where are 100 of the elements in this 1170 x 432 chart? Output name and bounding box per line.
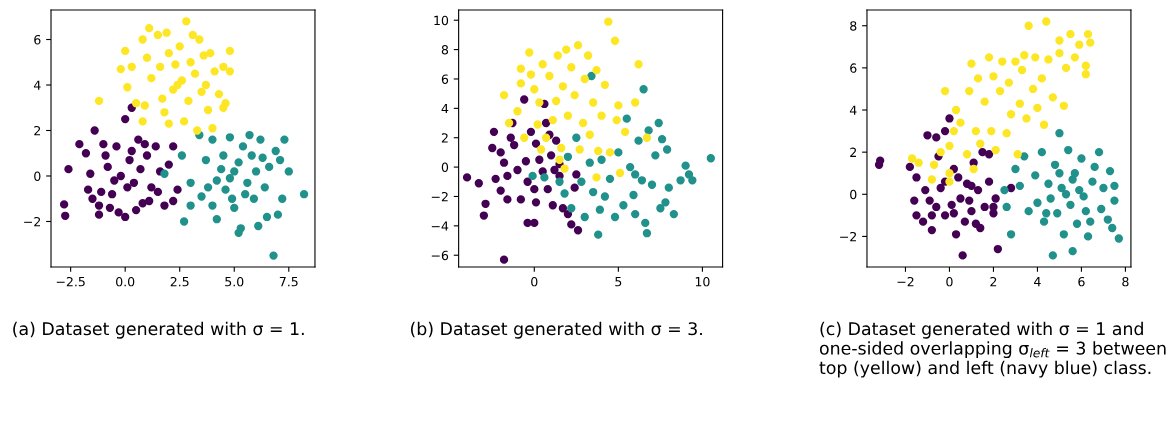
point xyxy=(951,230,961,239)
point xyxy=(622,114,631,123)
point xyxy=(654,118,663,128)
point xyxy=(661,198,670,207)
point xyxy=(234,158,243,167)
point xyxy=(573,41,583,50)
point xyxy=(138,35,147,44)
point xyxy=(631,209,640,219)
point xyxy=(1046,194,1055,203)
y-tick-label: −6 xyxy=(431,250,449,261)
point xyxy=(1033,103,1042,113)
point xyxy=(160,169,169,178)
point xyxy=(123,183,132,192)
x-tick-label: 2.5 xyxy=(170,276,189,287)
x-tick-label: 2 xyxy=(990,276,997,287)
point xyxy=(541,118,551,128)
point xyxy=(179,117,189,126)
point xyxy=(136,165,145,174)
point xyxy=(499,158,509,167)
point xyxy=(528,171,537,181)
point xyxy=(131,205,141,215)
point xyxy=(201,155,211,165)
point xyxy=(588,98,598,107)
point xyxy=(973,74,983,83)
point xyxy=(940,211,950,220)
point xyxy=(121,114,130,124)
point xyxy=(75,139,84,149)
point xyxy=(225,67,235,76)
point xyxy=(1079,192,1088,201)
point xyxy=(225,133,235,142)
point xyxy=(499,255,509,264)
point xyxy=(503,195,512,204)
point xyxy=(567,220,576,229)
point xyxy=(557,143,566,153)
point xyxy=(61,211,70,220)
y-tick-label: −2 xyxy=(840,231,856,242)
point xyxy=(578,118,588,128)
point xyxy=(958,251,967,260)
x-tick-label: 0.0 xyxy=(116,276,135,287)
y-tick-label: 4 xyxy=(441,103,449,114)
point xyxy=(932,202,941,212)
point xyxy=(563,152,573,161)
point xyxy=(230,203,239,212)
point xyxy=(1068,247,1077,256)
point xyxy=(145,23,154,33)
point xyxy=(503,171,512,181)
point xyxy=(610,212,620,222)
point xyxy=(558,204,568,213)
point xyxy=(583,51,593,60)
point xyxy=(980,97,989,106)
point xyxy=(600,80,610,90)
point xyxy=(1081,61,1090,70)
point xyxy=(1022,114,1031,123)
point xyxy=(548,201,557,210)
point xyxy=(634,60,643,69)
point xyxy=(247,151,256,160)
point xyxy=(1055,169,1064,178)
point xyxy=(619,201,628,210)
point xyxy=(173,185,182,194)
point xyxy=(1011,164,1020,174)
point xyxy=(940,126,950,136)
point xyxy=(212,176,221,185)
point xyxy=(550,165,559,175)
point xyxy=(605,148,615,157)
point xyxy=(1042,209,1051,218)
point xyxy=(927,211,937,220)
point xyxy=(182,17,191,26)
point xyxy=(967,206,976,216)
point xyxy=(258,153,267,162)
point xyxy=(1048,251,1057,260)
point xyxy=(969,164,978,174)
point xyxy=(535,98,544,107)
point xyxy=(639,85,648,94)
point xyxy=(531,198,541,207)
point xyxy=(526,127,536,137)
point xyxy=(1068,175,1077,184)
point xyxy=(570,183,579,192)
point xyxy=(610,36,620,45)
point xyxy=(173,80,182,90)
point xyxy=(186,201,195,210)
point xyxy=(219,103,228,112)
point xyxy=(499,90,509,100)
point xyxy=(932,133,941,142)
point xyxy=(664,183,673,192)
point xyxy=(1075,185,1084,195)
point xyxy=(947,200,956,209)
point xyxy=(971,126,981,136)
y-tick-label: 10 xyxy=(434,15,449,26)
point xyxy=(1075,40,1084,49)
point xyxy=(525,48,534,57)
x-tick-label: 10 xyxy=(695,276,710,287)
point xyxy=(1110,181,1119,191)
point xyxy=(208,124,217,133)
point xyxy=(208,135,217,144)
point xyxy=(662,145,672,154)
text: (a) Dataset generated with σ = 1. xyxy=(13,321,304,339)
x-tick-label: 0 xyxy=(946,276,953,287)
point xyxy=(256,135,265,144)
point xyxy=(1006,230,1016,239)
y-tick-label: 4 xyxy=(33,80,41,90)
